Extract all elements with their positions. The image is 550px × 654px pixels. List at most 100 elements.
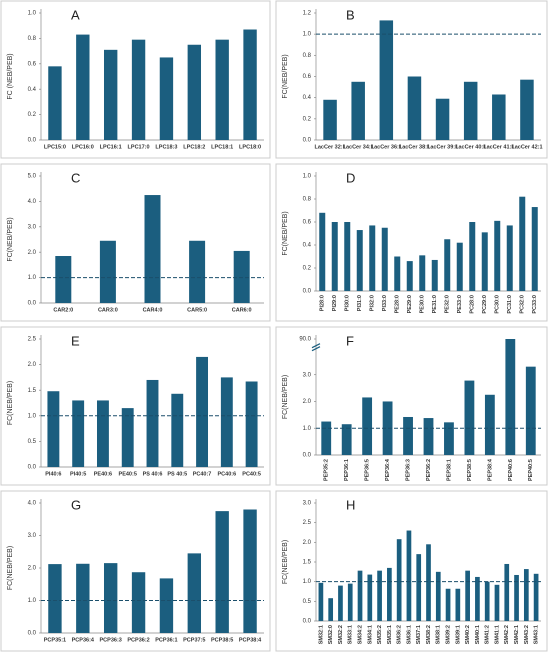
y-tick-label: 0.2: [303, 116, 312, 122]
bar: [463, 81, 478, 140]
bar: [481, 232, 488, 291]
x-tick-label: CAR2:0: [53, 307, 73, 313]
bar: [381, 227, 388, 291]
x-tick-label: PI29:0: [332, 295, 338, 311]
x-tick-label: LPC15:0: [44, 144, 66, 150]
bar: [187, 553, 202, 633]
y-tick-label: 0.6: [28, 61, 37, 67]
y-tick-label: 1.2: [303, 11, 312, 17]
x-tick-label: PCP35:1: [44, 637, 66, 643]
y-tick-label: 2.0: [28, 566, 37, 572]
y-tick-label: 0.0: [28, 301, 37, 307]
bar: [321, 421, 332, 455]
x-tick-label: PC29:0: [482, 295, 488, 314]
bar: [72, 400, 85, 467]
panel: H FC(NEB/PEB) 0.0 0.5 1.0 1.5 2.0 2.5 3.0 SM32:1 S…: [275, 490, 548, 652]
bar: [103, 563, 118, 633]
bar: [245, 381, 258, 467]
x-tick-label: LacCer 34:1: [343, 144, 374, 150]
bar: [96, 400, 109, 467]
y-tick-label: 3.0: [303, 501, 312, 507]
y-axis-label: FC(NEB/PEB): [7, 546, 14, 590]
bar: [525, 366, 536, 455]
bar: [416, 554, 422, 621]
y-tick-label: 0.6: [303, 220, 312, 226]
x-tick-label: PI32:0: [370, 295, 376, 311]
y-tick-label: 1.0: [28, 11, 37, 17]
y-tick-label: 1.5: [303, 560, 312, 566]
x-tick-label: SM34:1: [367, 625, 373, 644]
x-tick-label: SM40:2: [465, 625, 471, 644]
bar: [445, 588, 451, 621]
bar: [356, 230, 363, 291]
x-tick-label: SM39:2: [446, 625, 452, 644]
bar: [407, 76, 422, 140]
y-tick-label: 0.8: [303, 197, 312, 203]
bar: [456, 242, 463, 291]
y-axis-label: FC(NEB/PEB): [7, 217, 14, 261]
panel-label: F: [346, 333, 354, 348]
bar: [48, 66, 62, 140]
y-tick-label: 0.4: [303, 95, 312, 101]
bar: [187, 44, 202, 140]
bar: [344, 222, 351, 291]
bar: [99, 240, 116, 303]
y-tick-label: 1.0: [28, 598, 37, 604]
x-tick-label: PE32:0: [445, 295, 451, 313]
bar: [505, 339, 516, 455]
y-tick-label: 1.0: [303, 32, 312, 38]
x-tick-label: SM40:1: [475, 625, 481, 644]
x-tick-label: PC32:0: [520, 295, 526, 314]
y-tick-label: 1.0: [303, 174, 312, 180]
bar: [484, 581, 490, 621]
x-tick-label: PS 40:5: [167, 471, 187, 477]
x-tick-label: PEP36:4: [385, 458, 391, 481]
bar: [369, 225, 376, 291]
bar: [47, 391, 60, 467]
x-tick-label: PC40:5: [242, 471, 261, 477]
bar: [533, 573, 539, 621]
bar: [464, 380, 475, 455]
x-tick-label: PC33:0: [532, 295, 538, 314]
x-tick-label: PI33:0: [382, 295, 388, 311]
x-tick-label: SM41:2: [485, 625, 491, 644]
panel-frame: [275, 326, 548, 486]
bar: [341, 424, 352, 455]
x-tick-label: SM38:2: [426, 625, 432, 644]
bar: [465, 570, 470, 621]
panel: A FC (NEB/PEB) 0.0 0.2 0.4 0.6 0.8 1.0 LPC15:0 LP…: [0, 0, 271, 159]
panel: G FC(NEB/PEB) 0.0 1.0 2.0 3.0 4.0 PCP35:1 PCP36:…: [0, 490, 271, 652]
bar: [338, 585, 343, 621]
y-axis-label: FC(NEB/PEB): [282, 540, 289, 584]
y-tick-label: 3.0: [28, 224, 37, 230]
bar: [514, 574, 519, 621]
y-axis-label: FC(NEB/PEB): [282, 54, 289, 98]
x-tick-label: SM32:0: [328, 625, 334, 644]
bar: [423, 418, 434, 455]
bar: [76, 34, 90, 141]
x-tick-label: SM43:2: [524, 625, 530, 644]
panel-label: H: [346, 497, 355, 512]
x-tick-label: SM39:1: [455, 625, 461, 644]
x-tick-label: SM36:1: [406, 625, 412, 644]
bar: [103, 49, 118, 140]
x-tick-label: LacCer 42:1: [511, 144, 542, 150]
x-tick-label: LacCer 41:1: [483, 144, 514, 150]
y-tick-label: 2.0: [28, 250, 37, 256]
y-tick-label: 2.5: [303, 520, 312, 526]
x-tick-label: PEP38:5: [467, 459, 473, 481]
panel-label: E: [71, 333, 80, 348]
x-tick-label: SM35:1: [387, 625, 393, 644]
x-tick-label: SM32:2: [338, 625, 344, 644]
x-tick-label: PC28:0: [470, 295, 476, 314]
y-tick-label: 0.4: [303, 243, 312, 249]
bar: [419, 255, 426, 291]
x-tick-label: PEP36:1: [344, 459, 350, 481]
bar: [506, 225, 513, 291]
panel: E FC(NEB/PEB) 0.0 0.5 1.0 1.5 2.0 2.5 PI40:6 PI40…: [0, 326, 271, 486]
y-tick-label: 0.0: [28, 138, 37, 144]
y-tick-label: 0.6: [303, 74, 312, 80]
x-tick-label: SM37:1: [416, 625, 422, 644]
bar: [243, 29, 257, 140]
bar: [76, 563, 90, 633]
